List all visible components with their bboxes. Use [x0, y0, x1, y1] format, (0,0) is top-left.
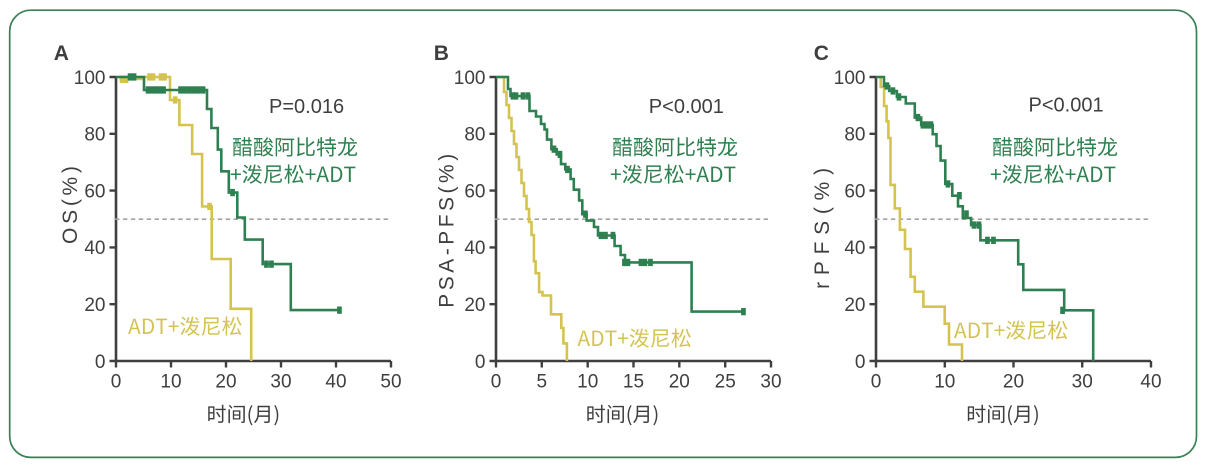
svg-text:5: 5	[537, 372, 548, 393]
svg-text:PSA-PFS(%): PSA-PFS(%)	[436, 154, 459, 308]
svg-text:0: 0	[475, 352, 486, 373]
svg-text:20: 20	[84, 295, 105, 316]
svg-text:80: 80	[464, 125, 485, 146]
svg-text:30: 30	[1072, 372, 1093, 393]
svg-text:OS(%): OS(%)	[59, 166, 82, 244]
svg-text:0: 0	[111, 372, 122, 393]
svg-text:A: A	[54, 42, 69, 65]
svg-text:0: 0	[855, 352, 866, 373]
svg-text:20: 20	[669, 372, 690, 393]
svg-text:20: 20	[1003, 372, 1024, 393]
svg-text:40: 40	[325, 372, 346, 393]
svg-text:20: 20	[464, 295, 485, 316]
svg-text:100: 100	[74, 68, 106, 89]
svg-text:10: 10	[577, 372, 598, 393]
svg-text:10: 10	[934, 372, 955, 393]
svg-text:P=0.016: P=0.016	[269, 96, 344, 118]
svg-text:15: 15	[623, 372, 644, 393]
svg-text:60: 60	[464, 181, 485, 202]
svg-text:80: 80	[844, 125, 865, 146]
svg-text:100: 100	[834, 68, 866, 89]
svg-text:80: 80	[84, 125, 105, 146]
svg-text:20: 20	[844, 295, 865, 316]
svg-text:10: 10	[160, 372, 181, 393]
svg-text:60: 60	[84, 181, 105, 202]
svg-text:20: 20	[215, 372, 236, 393]
svg-text:P<0.001: P<0.001	[649, 96, 724, 118]
svg-text:60: 60	[844, 181, 865, 202]
svg-text:0: 0	[95, 352, 106, 373]
svg-text:50: 50	[380, 372, 401, 393]
svg-text:0: 0	[491, 372, 502, 393]
svg-text:100: 100	[454, 68, 486, 89]
svg-text:B: B	[434, 42, 449, 65]
svg-text:40: 40	[844, 238, 865, 259]
svg-text:rPFS(%): rPFS(%)	[811, 168, 834, 289]
svg-text:C: C	[814, 42, 829, 65]
svg-text:30: 30	[760, 372, 781, 393]
svg-text:30: 30	[270, 372, 291, 393]
svg-text:P<0.001: P<0.001	[1029, 95, 1104, 117]
svg-text:0: 0	[871, 372, 882, 393]
svg-text:40: 40	[84, 238, 105, 259]
svg-text:25: 25	[715, 372, 736, 393]
svg-text:40: 40	[464, 238, 485, 259]
svg-text:40: 40	[1140, 372, 1161, 393]
